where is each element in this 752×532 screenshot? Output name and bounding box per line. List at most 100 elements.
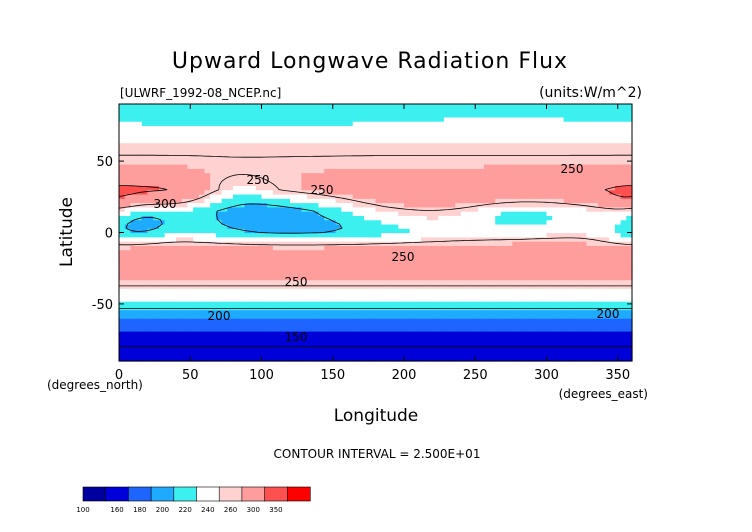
heatmap-cell <box>472 223 479 229</box>
heatmap-cell <box>563 283 570 289</box>
heatmap-cell <box>575 138 582 144</box>
heatmap-cell <box>586 142 593 148</box>
heatmap-cell <box>335 241 342 246</box>
heatmap-cell <box>552 172 559 178</box>
heatmap-cell <box>147 168 154 174</box>
heatmap-cell <box>267 228 274 234</box>
heatmap-cell <box>261 335 268 341</box>
heatmap-cell <box>124 326 131 332</box>
heatmap-cell <box>512 228 519 234</box>
heatmap-cell <box>455 313 462 319</box>
heatmap-cell <box>267 283 274 289</box>
heatmap-cell <box>272 258 280 264</box>
heatmap-cell <box>398 215 405 221</box>
heatmap-cell <box>386 253 394 259</box>
heatmap-cell <box>153 262 160 268</box>
heatmap-cell <box>489 241 496 246</box>
heatmap-cell <box>364 138 371 144</box>
heatmap-cell <box>552 352 559 358</box>
heatmap-cell <box>147 189 154 195</box>
heatmap-cell <box>347 348 354 354</box>
heatmap-cell <box>404 296 411 302</box>
heatmap-cell <box>181 241 188 246</box>
heatmap-cell <box>295 249 302 255</box>
heatmap-cell <box>483 151 491 156</box>
heatmap-cell <box>518 155 525 161</box>
heatmap-cell <box>369 202 377 208</box>
heatmap-cell <box>215 258 223 264</box>
heatmap-cell <box>575 245 582 251</box>
heatmap-cell <box>250 249 257 255</box>
heatmap-cell <box>255 275 263 281</box>
heatmap-cell <box>255 151 263 156</box>
heatmap-cell <box>529 292 536 298</box>
heatmap-cell <box>181 296 188 302</box>
heatmap-cell <box>392 211 399 216</box>
heatmap-cell <box>483 335 491 341</box>
heatmap-cell <box>580 253 587 259</box>
heatmap-cell <box>620 275 627 281</box>
heatmap-cell <box>603 146 610 152</box>
heatmap-cell <box>415 352 422 358</box>
heatmap-cell <box>386 288 394 294</box>
heatmap-cell <box>130 202 137 208</box>
heatmap-cell <box>432 301 439 306</box>
heatmap-cell <box>233 232 240 238</box>
heatmap-cell <box>472 296 479 302</box>
heatmap-cell <box>535 258 542 264</box>
heatmap-cell <box>170 253 177 259</box>
heatmap-cell <box>552 129 559 135</box>
heatmap-cell <box>557 283 565 289</box>
heatmap-cell <box>158 309 166 315</box>
heatmap-cell <box>307 215 314 221</box>
heatmap-cell <box>267 146 274 152</box>
heatmap-cell <box>569 322 576 328</box>
heatmap-cell <box>233 335 240 341</box>
heatmap-cell <box>472 129 479 135</box>
heatmap-cell <box>352 151 359 156</box>
heatmap-cell <box>210 348 217 354</box>
heatmap-cell <box>364 288 371 294</box>
heatmap-cell <box>119 356 126 362</box>
heatmap-cell <box>512 326 519 332</box>
heatmap-cell <box>495 318 502 324</box>
heatmap-cell <box>455 176 462 182</box>
heatmap-cell <box>341 309 348 315</box>
heatmap-cell <box>392 266 399 272</box>
heatmap-cell <box>443 331 451 336</box>
heatmap-cell <box>193 223 200 229</box>
heatmap-cell <box>563 155 570 161</box>
heatmap-cell <box>193 271 200 276</box>
heatmap-cell <box>512 258 519 264</box>
heatmap-cell <box>506 125 513 131</box>
heatmap-cell <box>489 292 496 298</box>
heatmap-cell <box>130 262 137 268</box>
heatmap-cell <box>324 151 331 156</box>
heatmap-cell <box>489 206 496 212</box>
heatmap-cell <box>404 125 411 131</box>
heatmap-cell <box>523 279 530 285</box>
heatmap-cell <box>278 249 285 255</box>
heatmap-cell <box>529 228 536 234</box>
heatmap-cell <box>158 142 166 148</box>
heatmap-cell <box>512 339 519 345</box>
heatmap-cell <box>307 266 314 272</box>
heatmap-cell <box>546 356 553 362</box>
heatmap-cell <box>130 133 137 139</box>
heatmap-cell <box>381 133 388 139</box>
heatmap-cell <box>483 292 491 298</box>
heatmap-cell <box>483 198 491 204</box>
heatmap-cell <box>255 241 263 246</box>
heatmap-cell <box>461 326 468 332</box>
heatmap-cell <box>335 121 342 127</box>
heatmap-cell <box>569 279 576 285</box>
heatmap-cell <box>540 271 548 276</box>
heatmap-cell <box>204 313 211 319</box>
heatmap-cell <box>187 211 194 216</box>
heatmap-cell <box>472 155 479 161</box>
heatmap-cell <box>215 305 223 311</box>
heatmap-cell <box>210 146 217 152</box>
heatmap-cell <box>466 159 473 165</box>
heatmap-cell <box>421 305 428 311</box>
heatmap-cell <box>312 232 320 238</box>
